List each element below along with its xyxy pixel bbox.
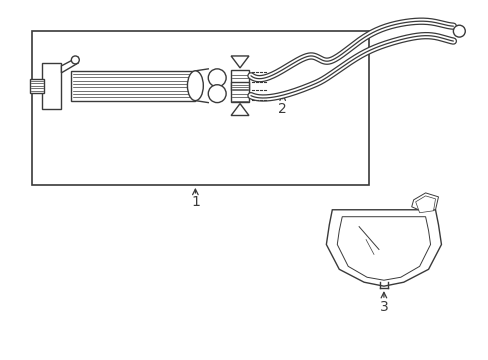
Circle shape [452,25,464,37]
Polygon shape [411,193,438,210]
Polygon shape [337,217,429,280]
Polygon shape [231,56,248,68]
Polygon shape [325,210,441,286]
Circle shape [208,85,225,103]
Circle shape [71,56,79,64]
Polygon shape [71,71,195,100]
Bar [231,70,248,90]
Polygon shape [415,196,435,213]
Text: 1: 1 [190,195,200,209]
Ellipse shape [187,71,203,100]
Circle shape [208,69,225,87]
Text: 3: 3 [379,300,387,314]
Bar [30,79,43,93]
Bar [231,82,248,102]
Polygon shape [61,57,78,73]
Bar [32,31,368,185]
Bar [41,63,61,109]
Polygon shape [231,104,248,116]
Text: 2: 2 [278,102,286,116]
